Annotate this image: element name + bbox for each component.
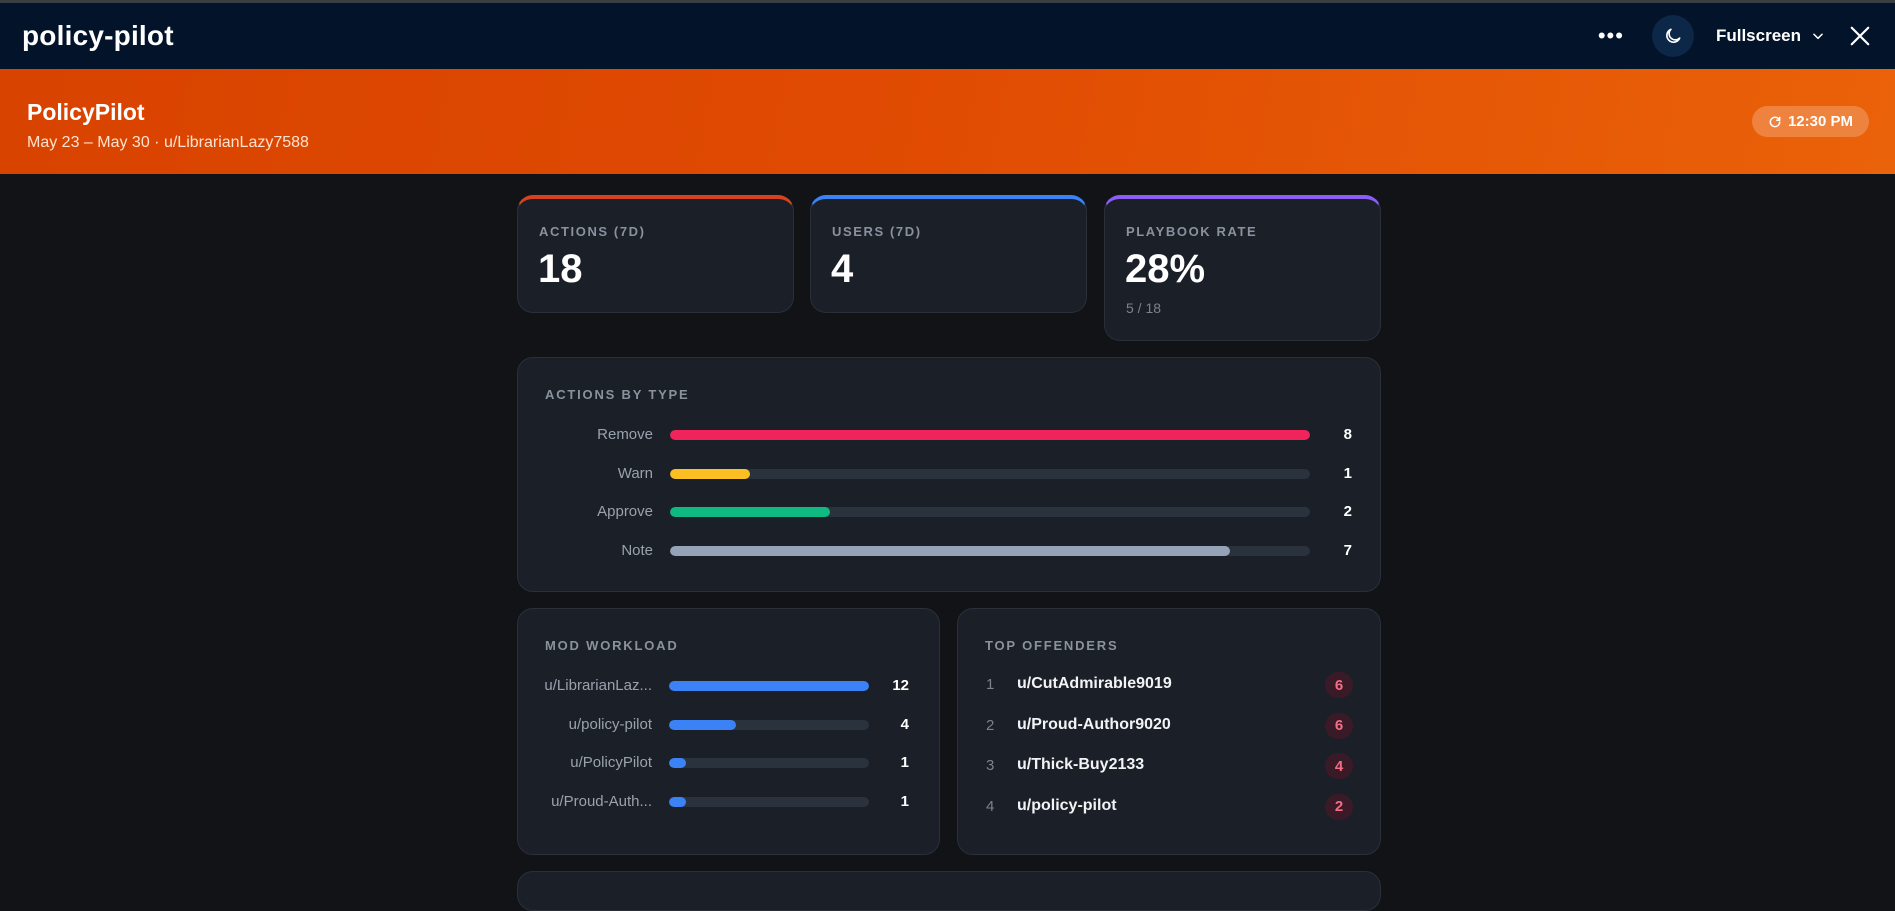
stat-card-actions: ACTIONS (7D) 18 [517,195,794,313]
offender-count-badge: 2 [1325,793,1353,820]
stat-subvalue: 5 / 18 [1126,300,1162,316]
actions-by-type-card: ACTIONS BY TYPE Remove 8 Warn 1 Approve 2 Note… [517,357,1381,592]
window-actions: ••• Fullscreen [1592,15,1873,57]
bar-value: 2 [1343,503,1352,520]
bar-row-warn: Warn 1 [518,464,1380,484]
moderator-name: u/policy-pilot [568,715,652,733]
stat-label: USERS (7D) [832,224,922,239]
offender-count-badge: 6 [1325,712,1353,739]
bar-fill [670,468,750,479]
section-title: MOD WORKLOAD [545,638,679,653]
section-title: TOP OFFENDERS [985,638,1119,653]
more-horizontal-icon[interactable]: ••• [1597,23,1624,48]
bar-fill [670,545,1230,556]
app-title: policy-pilot [22,20,174,51]
stat-card-users: USERS (7D) 4 [810,195,1087,313]
workload-row: u/policy-pilot 4 [518,715,939,735]
bar-track [669,758,869,768]
stat-card-playbook-rate: PLAYBOOK RATE 28% 5 / 18 [1104,195,1381,341]
next-card [517,871,1381,911]
moderator-name: u/PolicyPilot [570,754,652,771]
bar-value: 7 [1343,541,1352,559]
offender-username[interactable]: u/Thick-Buy2133 [1017,756,1145,773]
window-titlebar: policy-pilot ••• Fullscreen [0,0,1895,69]
offender-row[interactable]: 1 u/CutAdmirable9019 6 [958,672,1380,698]
bar-row-remove: Remove 8 [518,425,1380,445]
stat-value: 28% [1125,247,1206,291]
refresh-icon [1769,116,1781,127]
close-button[interactable] [1847,23,1873,49]
offender-username[interactable]: u/CutAdmirable9019 [1017,675,1172,692]
offender-rank: 1 [986,676,995,693]
bar-value: 1 [1343,464,1352,482]
stat-label: PLAYBOOK RATE [1126,224,1258,239]
stat-value: 18 [538,247,583,291]
bar-track [670,430,1310,440]
offender-count-badge: 6 [1325,672,1353,698]
bar-track [670,545,1310,556]
bar-track [670,468,1310,479]
top-offenders-card: TOP OFFENDERS 1 u/CutAdmirable9019 6 2 u/Pro… [957,608,1381,855]
brand-title: PolicyPilot [27,99,145,125]
mod-workload-card: MOD WORKLOAD u/LibrarianLaz... 12 u/policy… [517,608,940,855]
bar-fill [670,430,1310,440]
bar-track [670,507,1310,517]
stat-value: 4 [831,247,854,291]
bar-track [669,796,869,807]
offender-row[interactable]: 3 u/Thick-Buy2133 4 [958,753,1380,779]
workload-value: 1 [900,754,909,771]
fullscreen-label: Fullscreen [1715,26,1801,45]
workload-value: 12 [892,677,909,694]
offender-rank: 3 [986,757,995,774]
workload-value: 1 [900,792,909,810]
bar-track [669,719,869,730]
bar-label: Note [621,541,653,559]
offender-rank: 4 [986,797,995,815]
offender-username[interactable]: u/policy-pilot [1017,796,1117,814]
workload-value: 4 [900,715,909,733]
bar-row-approve: Approve 2 [518,502,1380,522]
refresh-time-button[interactable]: 12:30 PM [1751,106,1869,137]
stat-label: ACTIONS (7D) [539,224,646,239]
section-title: ACTIONS BY TYPE [545,387,690,402]
theme-toggle-button[interactable] [1651,15,1694,57]
bar-fill [669,719,736,730]
refresh-time-label: 12:30 PM [1787,113,1853,130]
offender-count-badge: 4 [1325,753,1353,779]
bar-value: 8 [1343,426,1352,443]
workload-row: u/PolicyPilot 1 [518,753,939,773]
chevron-down-icon [1813,33,1823,40]
bar-label: Approve [597,503,653,520]
bar-track [669,681,869,691]
moderator-name: u/LibrarianLaz... [544,677,652,694]
offender-row[interactable]: 2 u/Proud-Author9020 6 [958,712,1380,739]
header-banner: PolicyPilot May 23 – May 30 · u/Libraria… [0,69,1895,174]
bar-fill [669,758,686,768]
workload-row: u/Proud-Auth... 1 [518,792,939,812]
close-icon [1850,26,1870,46]
bar-label: Remove [597,426,653,443]
offender-row[interactable]: 4 u/policy-pilot 2 [958,793,1380,820]
date-range-subtitle: May 23 – May 30 · u/LibrarianLazy7588 [27,134,309,151]
bar-fill [670,507,830,517]
moon-icon [1665,28,1681,43]
bar-fill [669,681,869,691]
offender-username[interactable]: u/Proud-Author9020 [1017,715,1171,733]
workload-row: u/LibrarianLaz... 12 [518,676,939,696]
offender-rank: 2 [986,716,995,734]
bar-row-note: Note 7 [518,541,1380,561]
moderator-name: u/Proud-Auth... [551,792,652,810]
bar-label: Warn [617,464,653,482]
bar-fill [669,796,686,807]
fullscreen-dropdown[interactable]: Fullscreen [1716,26,1825,46]
